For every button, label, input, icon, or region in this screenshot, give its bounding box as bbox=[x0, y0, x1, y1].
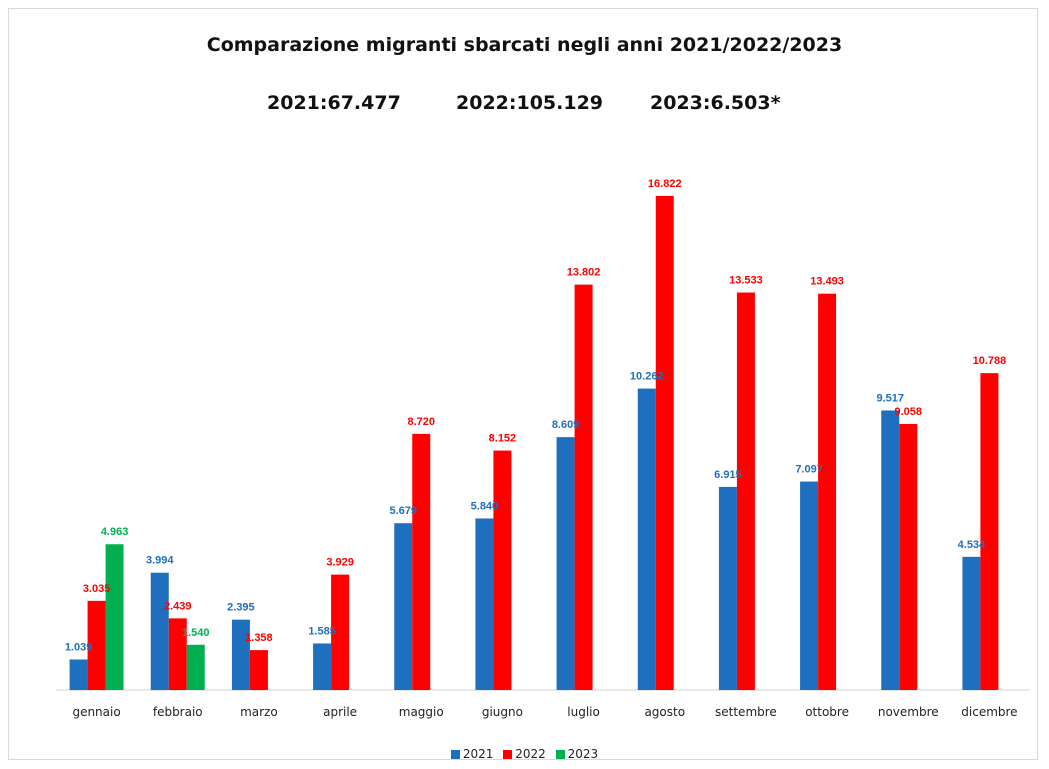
legend-item-2023: 2023 bbox=[555, 747, 599, 761]
bar-2022-giugno bbox=[493, 450, 512, 690]
total-2021: 2021:67.477 bbox=[267, 92, 401, 114]
legend-swatch-2023 bbox=[555, 750, 565, 759]
bar-2021-febbraio bbox=[150, 572, 169, 690]
data-label-2023-febbraio: 1.540 bbox=[182, 627, 210, 639]
bar-2021-maggio bbox=[394, 523, 413, 690]
bar-2022-ottobre bbox=[818, 293, 837, 690]
x-tick-label-novembre: novembre bbox=[878, 705, 939, 719]
bar-2022-novembre bbox=[899, 423, 918, 690]
x-tick-label-gennaio: gennaio bbox=[72, 705, 120, 719]
x-tick-label-settembre: settembre bbox=[715, 705, 777, 719]
bar-2022-febbraio bbox=[168, 618, 187, 690]
bar-2021-settembre bbox=[718, 486, 737, 690]
bar-2022-agosto bbox=[655, 195, 674, 691]
data-label-2021-ottobre: 7.097 bbox=[795, 464, 823, 476]
bar-2021-marzo bbox=[231, 619, 250, 690]
data-label-2021-marzo: 2.395 bbox=[227, 602, 255, 614]
x-tick-label-ottobre: ottobre bbox=[805, 705, 849, 719]
chart-title: Comparazione migranti sbarcati negli ann… bbox=[206, 34, 843, 56]
data-label-2022-dicembre: 10.788 bbox=[973, 355, 1007, 367]
bar-2021-aprile bbox=[313, 643, 332, 690]
x-tick-label-maggio: maggio bbox=[399, 705, 444, 719]
data-label-2022-aprile: 3.929 bbox=[326, 557, 354, 569]
data-label-2022-giugno: 8.152 bbox=[489, 433, 517, 445]
bar-2021-dicembre bbox=[962, 556, 981, 690]
data-label-2021-luglio: 8.609 bbox=[552, 419, 580, 431]
data-label-2022-maggio: 8.720 bbox=[407, 416, 435, 428]
bar-2022-settembre bbox=[736, 292, 755, 690]
data-label-2021-novembre: 9.517 bbox=[876, 392, 904, 404]
bar-2021-gennaio bbox=[69, 659, 88, 690]
data-label-2022-gennaio: 3.035 bbox=[83, 583, 111, 595]
legend-label-2021: 2021 bbox=[462, 747, 494, 761]
bar-2021-agosto bbox=[637, 388, 656, 690]
data-label-2021-aprile: 1.585 bbox=[308, 625, 336, 637]
data-label-2021-gennaio: 1.039 bbox=[65, 641, 93, 653]
chart-frame bbox=[8, 8, 1038, 760]
data-label-2022-luglio: 13.802 bbox=[567, 267, 601, 279]
data-label-2022-novembre: 9.058 bbox=[894, 406, 922, 418]
legend-label-2022: 2022 bbox=[515, 747, 546, 761]
x-tick-label-febbraio: febbraio bbox=[153, 705, 203, 719]
legend-label-2023: 2023 bbox=[567, 747, 599, 761]
data-label-2021-dicembre: 4.534 bbox=[958, 539, 986, 551]
data-label-2022-marzo: 1.358 bbox=[245, 632, 273, 644]
bar-2021-luglio bbox=[556, 437, 575, 690]
x-tick-label-agosto: agosto bbox=[644, 705, 685, 719]
bar-2022-marzo bbox=[249, 650, 268, 690]
x-tick-label-marzo: marzo bbox=[240, 705, 278, 719]
data-label-2021-settembre: 6.915 bbox=[714, 469, 742, 481]
data-label-2022-settembre: 13.533 bbox=[729, 275, 763, 287]
legend-item-2022: 2022 bbox=[503, 747, 546, 761]
bar-2021-giugno bbox=[475, 518, 494, 690]
total-2023: 2023:6.503* bbox=[650, 92, 781, 114]
data-label-2022-ottobre: 13.493 bbox=[810, 276, 844, 288]
data-label-2022-agosto: 16.822 bbox=[648, 178, 682, 190]
data-label-2022-febbraio: 2.439 bbox=[164, 600, 192, 612]
data-label-2021-febbraio: 3.994 bbox=[146, 555, 174, 567]
legend-swatch-2021 bbox=[450, 750, 460, 759]
bar-2022-luglio bbox=[574, 284, 593, 690]
bar-2022-aprile bbox=[331, 574, 350, 690]
data-label-2021-agosto: 10.262 bbox=[630, 371, 664, 383]
bar-2022-gennaio bbox=[87, 600, 106, 690]
data-label-2021-maggio: 5.679 bbox=[389, 505, 417, 517]
total-2022: 2022:105.129 bbox=[456, 92, 604, 114]
legend-item-2021: 2021 bbox=[450, 747, 494, 761]
legend: 2021 2022 2023 bbox=[0, 747, 1049, 761]
data-label-2023-gennaio: 4.963 bbox=[101, 526, 129, 538]
legend-swatch-2022 bbox=[503, 750, 513, 759]
x-tick-label-aprile: aprile bbox=[323, 705, 357, 719]
bar-2021-ottobre bbox=[800, 481, 819, 690]
bar-2023-gennaio bbox=[105, 544, 124, 690]
bar-2021-novembre bbox=[881, 410, 900, 690]
x-tick-label-luglio: luglio bbox=[567, 705, 600, 719]
bar-2023-febbraio bbox=[186, 644, 205, 690]
x-tick-label-giugno: giugno bbox=[482, 705, 523, 719]
data-label-2021-giugno: 5.840 bbox=[471, 500, 499, 512]
x-tick-label-dicembre: dicembre bbox=[961, 705, 1017, 719]
bar-2022-maggio bbox=[412, 433, 431, 690]
bar-2022-dicembre bbox=[980, 373, 999, 690]
